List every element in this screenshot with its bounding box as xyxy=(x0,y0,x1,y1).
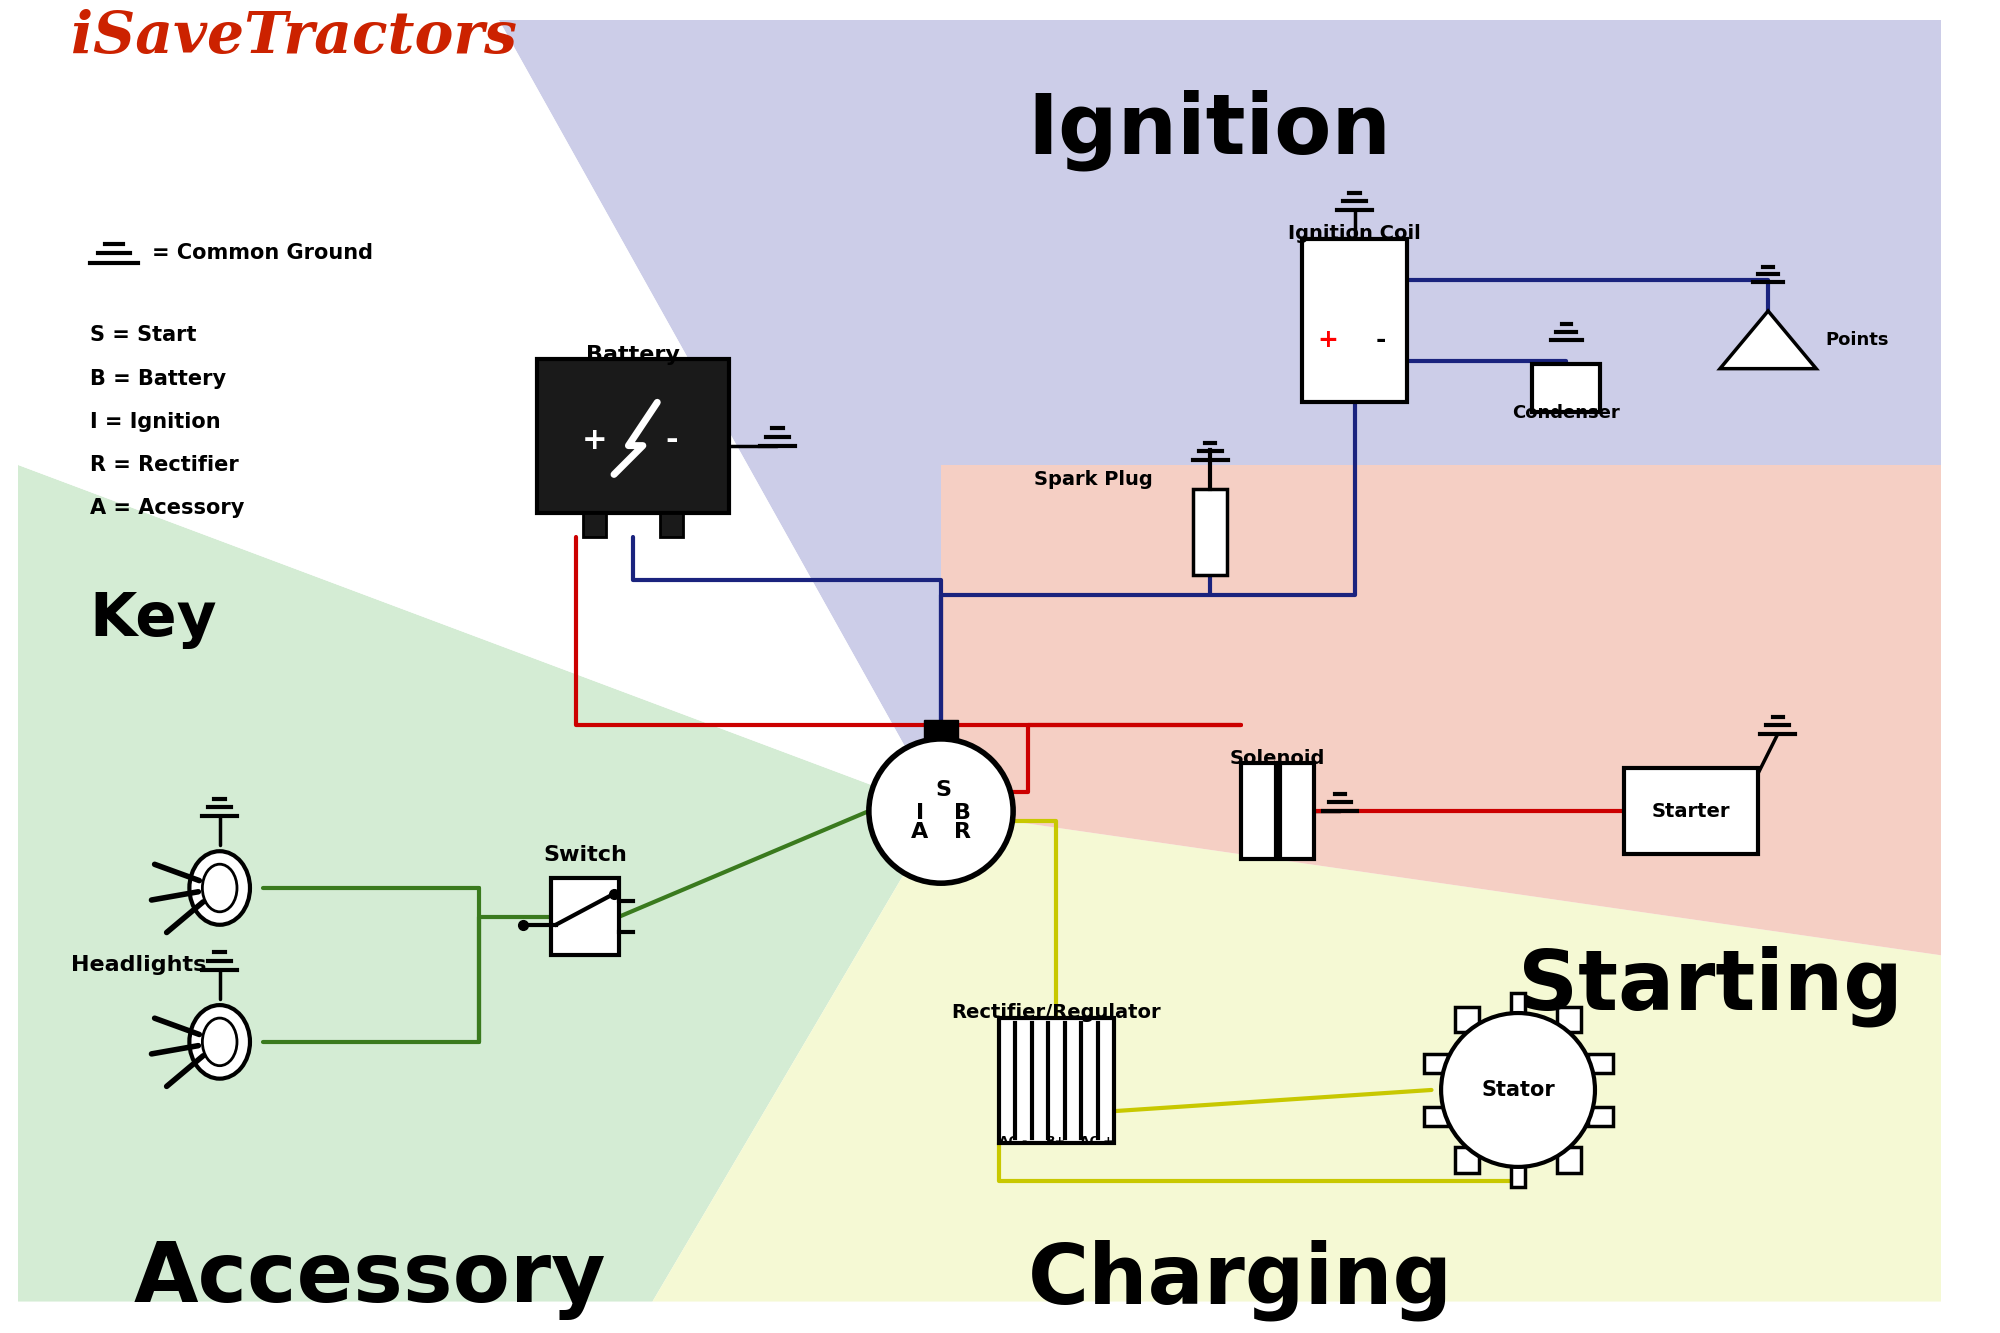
Ellipse shape xyxy=(202,864,236,912)
Ellipse shape xyxy=(190,1005,250,1078)
Bar xyxy=(1512,1166,1524,1188)
Bar xyxy=(538,359,730,513)
Bar xyxy=(1456,1148,1478,1173)
Polygon shape xyxy=(940,465,1942,956)
Bar xyxy=(1558,1008,1580,1033)
Text: A: A xyxy=(912,822,928,842)
Text: Condenser: Condenser xyxy=(1512,404,1620,421)
Polygon shape xyxy=(652,810,1942,1301)
Bar xyxy=(1456,1008,1478,1033)
Text: Starter: Starter xyxy=(1652,801,1730,821)
Bar xyxy=(1624,768,1758,854)
Polygon shape xyxy=(18,20,940,810)
Bar xyxy=(1512,993,1524,1014)
Text: Charging: Charging xyxy=(1028,1240,1452,1321)
Text: R: R xyxy=(954,822,970,842)
Bar xyxy=(552,878,618,956)
Ellipse shape xyxy=(190,852,250,925)
Text: B = Battery: B = Battery xyxy=(90,369,226,389)
Text: Key: Key xyxy=(90,591,218,649)
Bar xyxy=(1558,1148,1580,1173)
Polygon shape xyxy=(498,20,1942,810)
Bar xyxy=(998,1018,1114,1142)
Text: Accessory: Accessory xyxy=(134,1240,606,1320)
Text: Headlights: Headlights xyxy=(70,954,206,974)
Text: Ignition Coil: Ignition Coil xyxy=(1288,224,1420,244)
Text: -: - xyxy=(1376,328,1386,352)
Text: Starting: Starting xyxy=(1518,945,1902,1028)
Bar xyxy=(1242,762,1276,860)
Text: +: + xyxy=(1318,328,1338,352)
Bar xyxy=(1424,1106,1448,1126)
Bar xyxy=(1588,1106,1612,1126)
Text: iSaveTractors: iSaveTractors xyxy=(70,9,516,65)
Text: B+: B+ xyxy=(1046,1134,1066,1148)
Text: Solenoid: Solenoid xyxy=(1230,749,1326,768)
Text: AC -: AC - xyxy=(998,1134,1026,1148)
Bar xyxy=(1280,762,1314,860)
Text: Ignition: Ignition xyxy=(1028,89,1392,171)
Text: I = Ignition: I = Ignition xyxy=(90,412,220,432)
Bar xyxy=(1588,1053,1612,1073)
Text: Spark Plug: Spark Plug xyxy=(1034,469,1152,489)
Circle shape xyxy=(868,738,1014,884)
Text: AC +: AC + xyxy=(1080,1134,1114,1148)
Text: Battery: Battery xyxy=(586,345,680,365)
Text: +: + xyxy=(582,427,608,456)
Text: Stator: Stator xyxy=(1482,1080,1554,1100)
Text: = Common Ground: = Common Ground xyxy=(152,243,374,263)
Text: -: - xyxy=(666,427,678,456)
Ellipse shape xyxy=(202,1018,236,1065)
Text: B: B xyxy=(954,802,970,822)
Text: Points: Points xyxy=(1826,331,1890,349)
Bar xyxy=(1302,239,1408,403)
Bar xyxy=(1194,489,1228,576)
Text: I: I xyxy=(916,802,924,822)
Bar xyxy=(584,513,606,537)
Bar xyxy=(660,513,684,537)
Text: R = Rectifier: R = Rectifier xyxy=(90,455,238,475)
Polygon shape xyxy=(1720,311,1816,369)
Text: S: S xyxy=(934,780,950,800)
Bar xyxy=(924,720,958,738)
Polygon shape xyxy=(18,465,940,1301)
Bar xyxy=(1424,1053,1448,1073)
Text: Rectifier/Regulator: Rectifier/Regulator xyxy=(952,1004,1162,1022)
Text: A = Acessory: A = Acessory xyxy=(90,499,244,519)
Text: Switch: Switch xyxy=(544,845,628,865)
Text: S = Start: S = Start xyxy=(90,325,196,345)
Bar xyxy=(1532,364,1600,412)
Circle shape xyxy=(1442,1013,1594,1166)
